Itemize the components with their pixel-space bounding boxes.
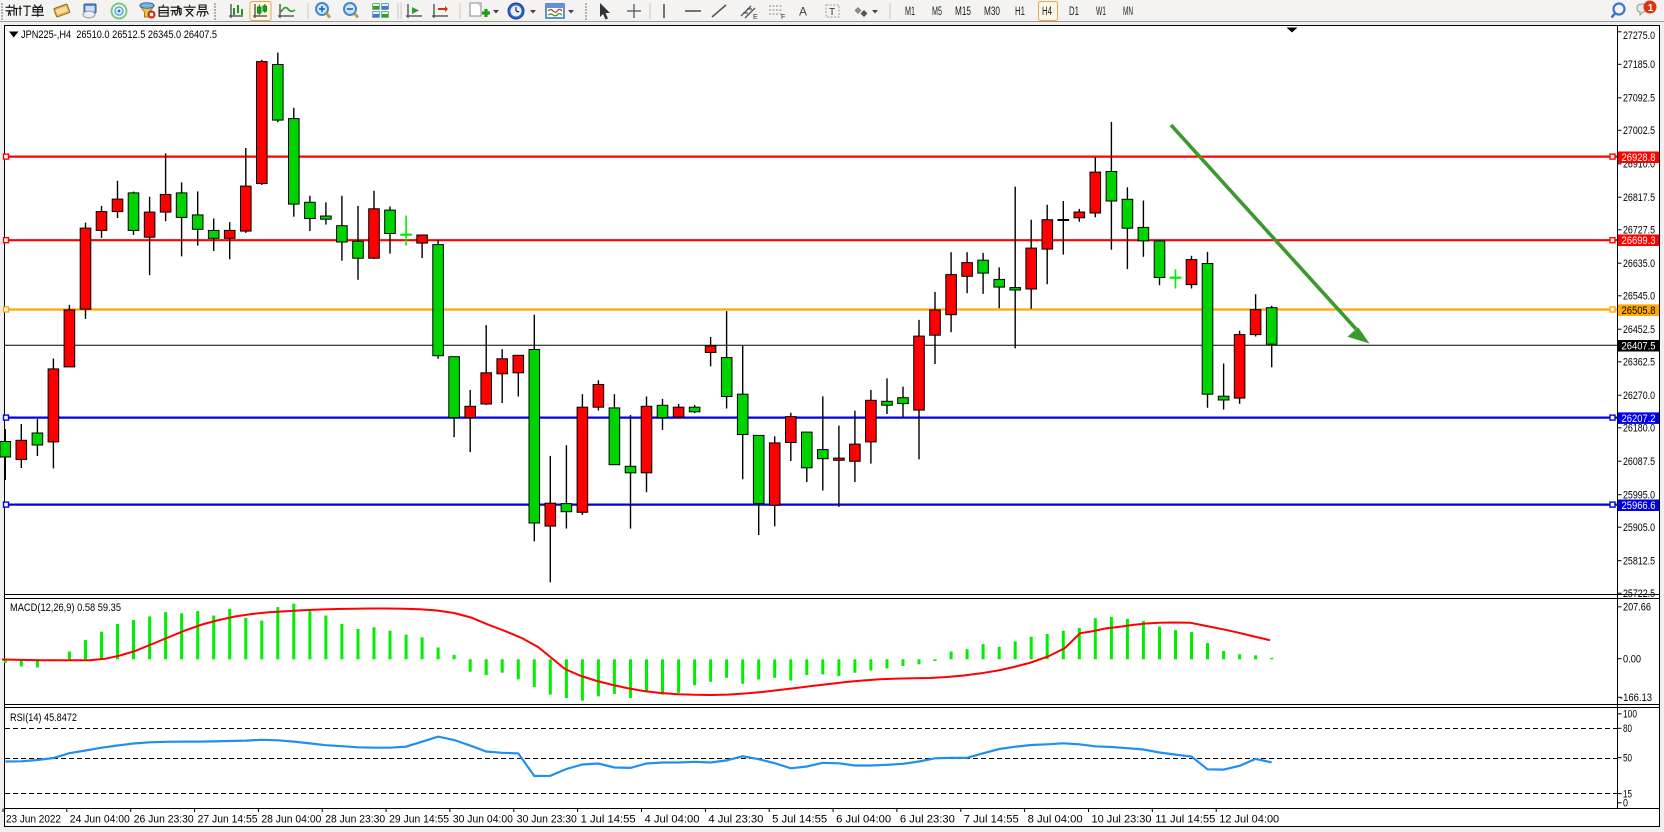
svg-text:H4: H4 [1042, 6, 1052, 18]
svg-text:27002.5: 27002.5 [1623, 125, 1655, 137]
svg-text:11 Jul 14:55: 11 Jul 14:55 [1155, 814, 1215, 826]
svg-text:26407.5: 26407.5 [1622, 341, 1656, 353]
svg-text:26180.0: 26180.0 [1623, 423, 1655, 435]
svg-text:MACD(12,26,9) 0.58 59.35: MACD(12,26,9) 0.58 59.35 [10, 602, 121, 614]
svg-text:26505.8: 26505.8 [1622, 305, 1656, 317]
svg-text:28 Jun 04:00: 28 Jun 04:00 [261, 814, 321, 826]
svg-text:26699.3: 26699.3 [1622, 235, 1656, 247]
svg-text:50: 50 [1623, 753, 1632, 765]
svg-text:MN: MN [1123, 6, 1133, 18]
svg-text:12 Jul 04:00: 12 Jul 04:00 [1219, 814, 1279, 826]
svg-text:0: 0 [1623, 798, 1628, 810]
svg-text:24 Jun 04:00: 24 Jun 04:00 [70, 814, 130, 826]
svg-text:D1: D1 [1069, 6, 1079, 18]
svg-text:207.66: 207.66 [1623, 602, 1651, 614]
svg-text:1 Jul 14:55: 1 Jul 14:55 [581, 814, 636, 826]
svg-text:80: 80 [1623, 723, 1632, 735]
svg-text:4 Jul 04:00: 4 Jul 04:00 [645, 814, 700, 826]
svg-text:M5: M5 [932, 6, 942, 18]
svg-text:27 Jun 14:55: 27 Jun 14:55 [198, 814, 258, 826]
svg-text:7 Jul 14:55: 7 Jul 14:55 [964, 814, 1019, 826]
svg-text:26545.0: 26545.0 [1623, 291, 1655, 303]
svg-text:100: 100 [1623, 709, 1637, 721]
svg-text:26087.5: 26087.5 [1623, 456, 1655, 468]
svg-text:26207.2: 26207.2 [1622, 413, 1656, 425]
svg-text:26270.0: 26270.0 [1623, 390, 1655, 402]
svg-text:6 Jul 23:30: 6 Jul 23:30 [900, 814, 955, 826]
svg-text:E: E [753, 14, 758, 21]
svg-text:6 Jul 04:00: 6 Jul 04:00 [836, 814, 891, 826]
svg-text:26727.5: 26727.5 [1623, 225, 1655, 237]
svg-text:27092.5: 27092.5 [1623, 93, 1655, 105]
svg-text:27185.0: 27185.0 [1623, 59, 1655, 71]
svg-text:0.00: 0.00 [1623, 654, 1641, 666]
svg-text:4 Jul 23:30: 4 Jul 23:30 [708, 814, 763, 826]
svg-text:A: A [799, 5, 807, 19]
svg-text:RSI(14) 45.8472: RSI(14) 45.8472 [10, 712, 77, 724]
svg-text:JPN225-,H4 26510.0 26512.5 26: JPN225-,H4 26510.0 26512.5 26345.0 26407… [21, 29, 217, 41]
svg-text:25966.6: 25966.6 [1622, 500, 1656, 512]
svg-text:23 Jun 2022: 23 Jun 2022 [6, 814, 61, 826]
svg-text:M30: M30 [984, 6, 1000, 18]
svg-text:30 Jun 04:00: 30 Jun 04:00 [453, 814, 513, 826]
svg-text:W1: W1 [1096, 6, 1106, 18]
svg-text:M1: M1 [905, 6, 915, 18]
svg-text:25995.0: 25995.0 [1623, 490, 1655, 502]
svg-text:26362.5: 26362.5 [1623, 357, 1655, 369]
svg-text:25722.5: 25722.5 [1623, 588, 1655, 600]
svg-text:27275.0: 27275.0 [1623, 30, 1655, 42]
svg-text:10 Jul 23:30: 10 Jul 23:30 [1092, 814, 1152, 826]
svg-text:25812.5: 25812.5 [1623, 556, 1655, 568]
svg-text:H1: H1 [1015, 6, 1025, 18]
svg-text:8 Jul 04:00: 8 Jul 04:00 [1028, 814, 1083, 826]
svg-text:M15: M15 [955, 6, 971, 18]
svg-text:26928.8: 26928.8 [1622, 152, 1656, 164]
svg-text:26635.0: 26635.0 [1623, 258, 1655, 270]
svg-text:15: 15 [1623, 788, 1632, 800]
svg-text:28 Jun 23:30: 28 Jun 23:30 [325, 814, 385, 826]
svg-text:T: T [829, 7, 835, 18]
svg-text:30 Jun 23:30: 30 Jun 23:30 [517, 814, 577, 826]
svg-text:29 Jun 14:55: 29 Jun 14:55 [389, 814, 449, 826]
svg-text:-166.13: -166.13 [1620, 692, 1652, 704]
svg-text:26 Jun 23:30: 26 Jun 23:30 [134, 814, 194, 826]
svg-text:F: F [781, 14, 785, 21]
svg-text:1: 1 [1648, 3, 1654, 14]
svg-text:5 Jul 14:55: 5 Jul 14:55 [772, 814, 827, 826]
svg-text:26817.5: 26817.5 [1623, 192, 1655, 204]
svg-text:25905.0: 25905.0 [1623, 522, 1655, 534]
svg-text:26452.5: 26452.5 [1623, 324, 1655, 336]
